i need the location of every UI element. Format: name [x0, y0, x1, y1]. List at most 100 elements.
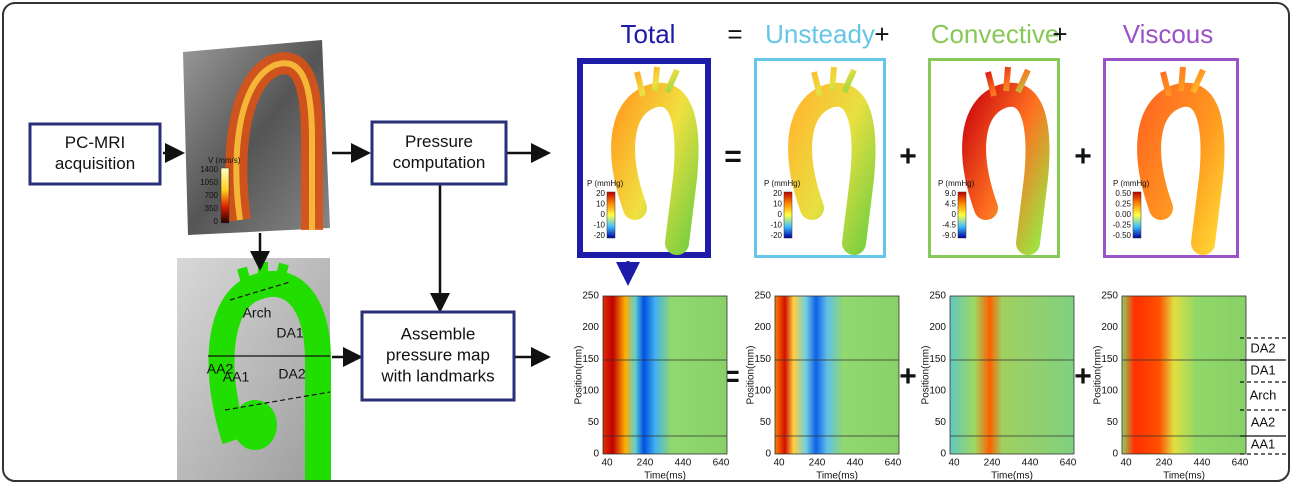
colorbar-tick: 20 [596, 189, 605, 198]
y-tick-label: 0 [940, 449, 946, 460]
colorbar-tick: -4.5 [942, 221, 956, 230]
y-tick-label: 250 [582, 291, 599, 302]
landmark-label: Arch [1250, 387, 1277, 402]
operator: + [1074, 140, 1092, 173]
header-term: Unsteady [765, 19, 875, 49]
box-label: pressure map [386, 345, 490, 364]
colorbar-tick: -0.25 [1113, 221, 1132, 230]
aorta-map [611, 82, 699, 255]
heatmap [949, 295, 1075, 455]
aorta-branches [985, 66, 1031, 97]
colorbar-tick: 0.25 [1115, 200, 1131, 209]
y-tick-label: 200 [582, 322, 599, 333]
x-axis-label: Time(ms) [991, 471, 1033, 482]
y-axis-label: Position(mm) [574, 346, 585, 405]
colorbar-tick: 0 [952, 210, 957, 219]
y-tick-label: 50 [588, 417, 600, 428]
y-axis-label: Position(mm) [746, 346, 757, 405]
aorta-label: Arch [243, 305, 272, 321]
colorbar [957, 191, 967, 239]
y-tick-label: 50 [760, 417, 772, 428]
x-tick-label: 40 [1120, 458, 1132, 469]
box-label: with landmarks [380, 366, 494, 385]
x-tick-label: 640 [1232, 458, 1249, 469]
colorbar-tick: 10 [596, 200, 605, 209]
aorta-label: DA1 [276, 325, 303, 341]
y-tick-label: 150 [754, 354, 771, 365]
box-label: acquisition [55, 154, 135, 173]
x-tick-label: 440 [847, 458, 864, 469]
header-term: + [874, 19, 889, 49]
y-tick-label: 250 [754, 291, 771, 302]
y-tick-label: 250 [929, 291, 946, 302]
colorbar-tick: 0 [214, 217, 219, 226]
x-tick-label: 640 [1060, 458, 1077, 469]
landmark-label: DA1 [1250, 362, 1275, 377]
colorbar-label: V (mm/s) [208, 156, 241, 165]
aorta-map [788, 82, 876, 255]
colorbar-tick: 9.0 [945, 189, 957, 198]
y-tick-label: 0 [1112, 449, 1118, 460]
colorbar-label: P (mmHg) [587, 179, 624, 188]
header-term: Viscous [1123, 19, 1214, 49]
y-tick-label: 200 [754, 322, 771, 333]
x-tick-label: 40 [948, 458, 960, 469]
y-tick-label: 100 [929, 385, 946, 396]
segmentation-image [177, 258, 331, 480]
landmark-label: AA2 [1251, 414, 1276, 429]
landmark-label: AA1 [1251, 436, 1276, 451]
heatmap [774, 295, 900, 455]
heatmap [1121, 295, 1247, 455]
y-tick-label: 150 [929, 354, 946, 365]
aorta-branches [634, 66, 680, 97]
process-box [360, 310, 516, 402]
header-term: = [727, 19, 742, 49]
colorbar-tick: -10 [593, 221, 605, 230]
colorbar-tick: -10 [770, 221, 782, 230]
aorta-map [1137, 82, 1225, 255]
colorbar-tick: 4.5 [945, 200, 957, 209]
y-tick-label: 50 [1107, 417, 1119, 428]
y-tick-label: 100 [1101, 385, 1118, 396]
y-tick-label: 200 [929, 322, 946, 333]
colorbar-tick: 0.00 [1115, 210, 1131, 219]
colorbar-label: P (mmHg) [764, 179, 801, 188]
x-axis-label: Time(ms) [644, 471, 686, 482]
x-tick-label: 240 [809, 458, 826, 469]
colorbar-tick: 20 [773, 189, 782, 198]
x-tick-label: 440 [1194, 458, 1211, 469]
colorbar-tick: 700 [205, 191, 219, 200]
aorta-map [962, 82, 1050, 255]
colorbar-tick: -9.0 [942, 231, 956, 240]
colorbar-tick: 1400 [200, 165, 218, 174]
colorbar [606, 191, 616, 239]
x-axis-label: Time(ms) [1163, 471, 1205, 482]
operator: = [724, 140, 742, 173]
x-axis-label: Time(ms) [816, 471, 858, 482]
colorbar-tick: 0.50 [1115, 189, 1131, 198]
colorbar-label: P (mmHg) [938, 179, 975, 188]
box-label: Pressure [405, 132, 473, 151]
y-tick-label: 50 [935, 417, 947, 428]
x-tick-label: 240 [637, 458, 654, 469]
colorbar-tick: 350 [205, 204, 219, 213]
landmark-label: DA2 [1250, 340, 1275, 355]
x-tick-label: 440 [1022, 458, 1039, 469]
x-tick-label: 40 [773, 458, 785, 469]
y-tick-label: 250 [1101, 291, 1118, 302]
box-label: computation [393, 153, 486, 172]
aorta-label: DA2 [278, 366, 305, 382]
header-term: Total [621, 19, 676, 49]
aorta-label: AA1 [223, 369, 250, 385]
colorbar [1132, 191, 1142, 239]
colorbar-tick: 0 [601, 210, 606, 219]
x-tick-label: 640 [713, 458, 730, 469]
box-label: Assemble [401, 324, 476, 343]
x-tick-label: 640 [885, 458, 902, 469]
mri-image [183, 40, 330, 235]
y-tick-label: 150 [1101, 354, 1118, 365]
y-tick-label: 100 [754, 385, 771, 396]
process-box [28, 122, 162, 186]
